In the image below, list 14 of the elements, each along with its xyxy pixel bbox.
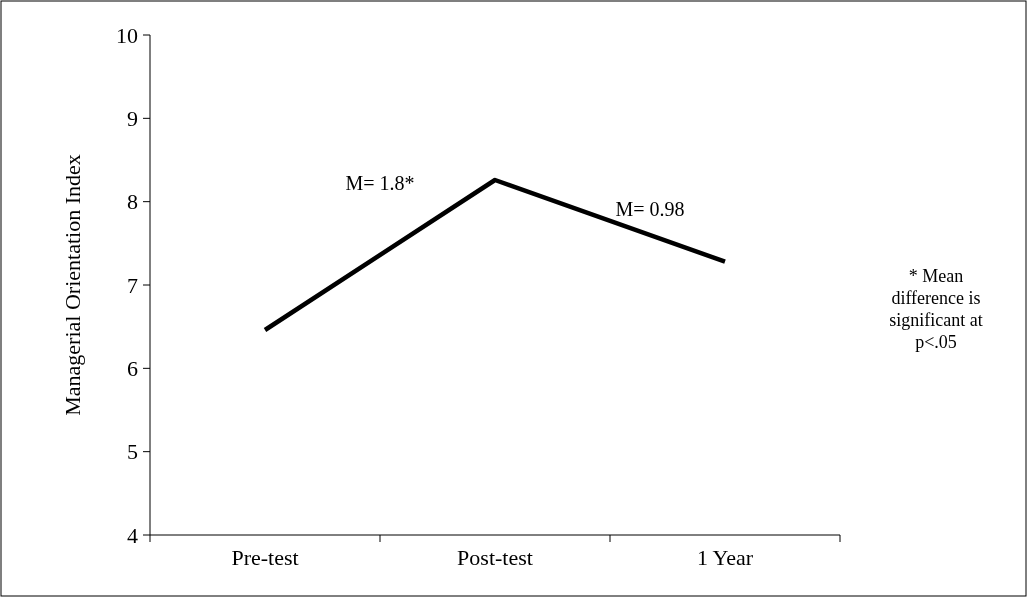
y-tick-label: 6 [127,356,138,382]
annotation: M= 1.8* [345,172,415,194]
y-axis-title: Managerial Orientation Index [60,154,85,416]
y-tick-label: 9 [127,106,138,132]
x-tick-label: Post-test [457,545,533,570]
y-tick-label: 5 [127,439,138,465]
x-tick-label: 1 Year [696,545,754,570]
y-tick-label: 7 [127,272,138,298]
annotation: M= 0.98 [615,197,685,220]
x-tick-label: Pre-test [231,545,299,570]
y-tick-label: 4 [127,522,138,548]
text: * Mean difference is significant at p<.05 [889,266,983,352]
y-tick-label: 10 [116,22,138,48]
y-tick-label: 8 [127,189,138,215]
